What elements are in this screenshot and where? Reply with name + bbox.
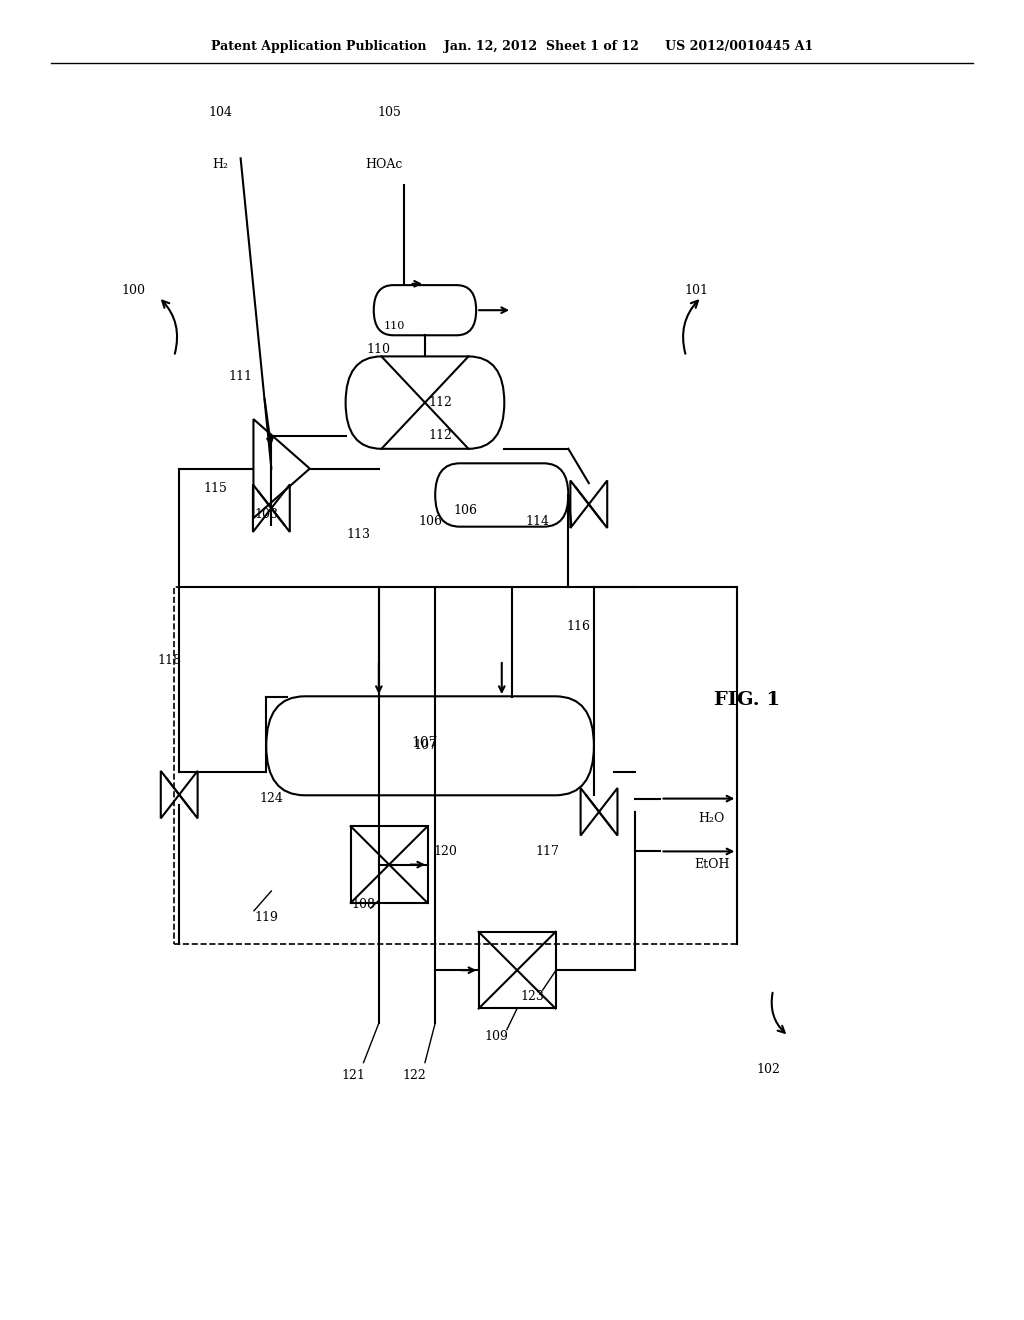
- Text: 114: 114: [525, 515, 550, 528]
- Text: 117: 117: [536, 845, 560, 858]
- Text: 100: 100: [121, 284, 145, 297]
- Bar: [174, 587, 737, 944]
- Text: 105: 105: [377, 106, 401, 119]
- Text: 121: 121: [341, 1069, 366, 1082]
- Text: 103: 103: [254, 508, 279, 521]
- Text: EtOH: EtOH: [694, 858, 729, 871]
- Text: FIG. 1: FIG. 1: [715, 690, 780, 709]
- Text: 108: 108: [351, 898, 376, 911]
- Text: 110: 110: [367, 343, 391, 356]
- Text: Patent Application Publication    Jan. 12, 2012  Sheet 1 of 12      US 2012/0010: Patent Application Publication Jan. 12, …: [211, 40, 813, 53]
- Text: 116: 116: [566, 620, 591, 634]
- Text: 102: 102: [756, 1063, 780, 1076]
- Text: 123: 123: [520, 990, 545, 1003]
- Text: 110: 110: [384, 321, 404, 331]
- Text: 107: 107: [412, 737, 438, 750]
- Text: 115: 115: [203, 482, 227, 495]
- Text: H₂O: H₂O: [698, 812, 725, 825]
- Text: 109: 109: [484, 1030, 509, 1043]
- Bar: [350, 826, 428, 903]
- Text: 107: 107: [413, 739, 437, 752]
- Text: 104: 104: [208, 106, 232, 119]
- Text: 106: 106: [454, 504, 478, 517]
- Text: 111: 111: [228, 370, 253, 383]
- Text: HOAc: HOAc: [366, 158, 402, 172]
- Text: 124: 124: [259, 792, 284, 805]
- Text: 112: 112: [428, 396, 453, 409]
- Text: H₂: H₂: [212, 158, 228, 172]
- Text: 112: 112: [428, 429, 453, 442]
- Text: 119: 119: [254, 911, 279, 924]
- Text: 118: 118: [157, 653, 181, 667]
- Text: 101: 101: [684, 284, 709, 297]
- Bar: [479, 932, 555, 1008]
- Text: 106: 106: [418, 515, 442, 528]
- Text: 122: 122: [402, 1069, 427, 1082]
- Text: 120: 120: [433, 845, 458, 858]
- Text: 113: 113: [346, 528, 371, 541]
